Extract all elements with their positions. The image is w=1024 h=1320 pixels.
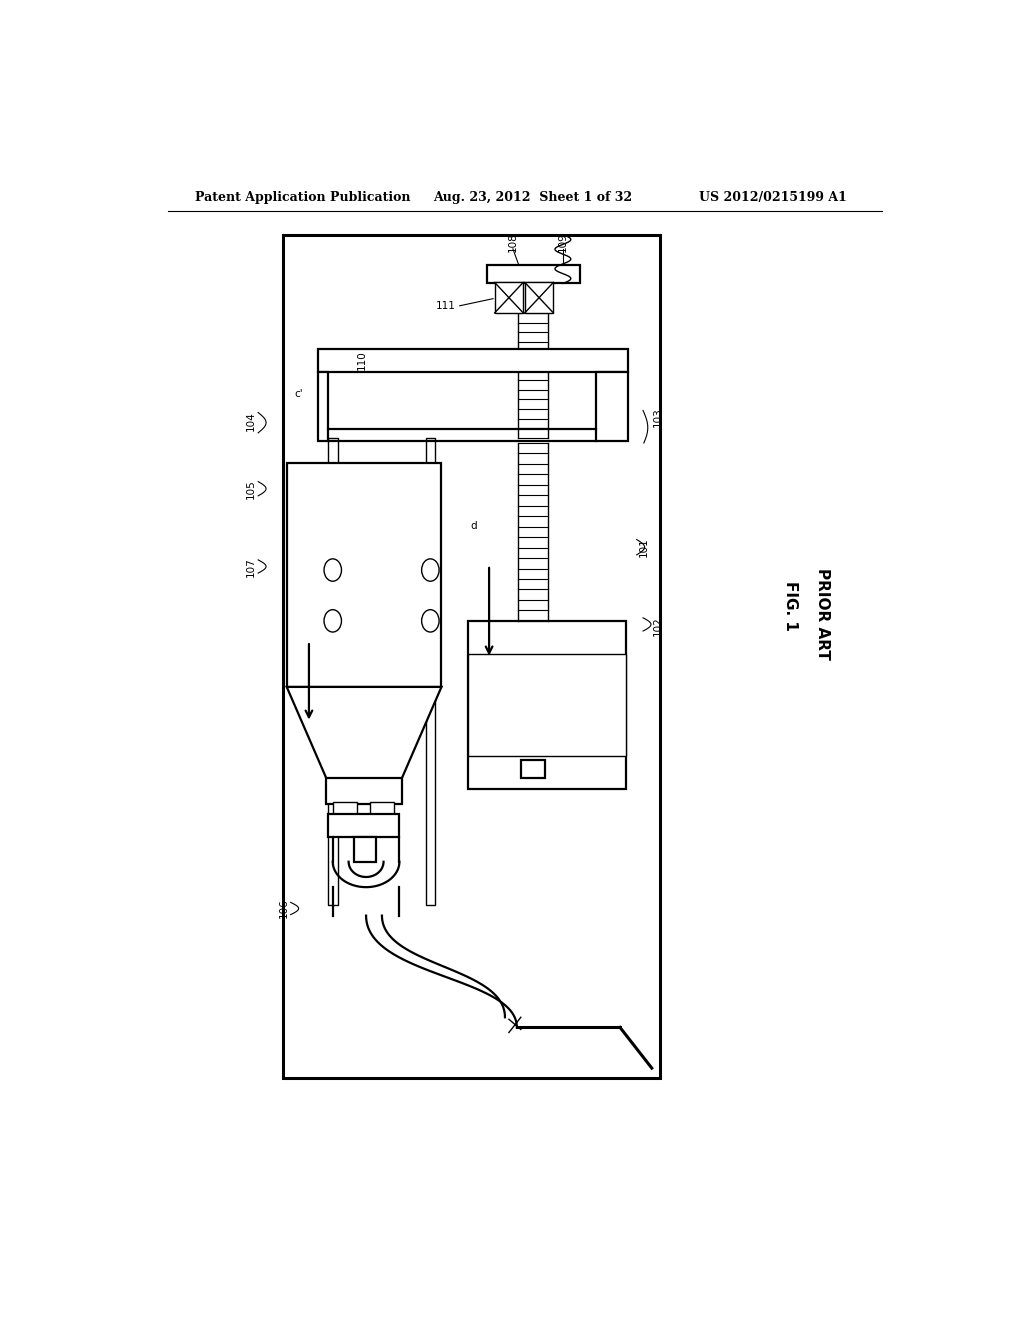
- Bar: [283, 235, 659, 1078]
- Text: Patent Application Publication: Patent Application Publication: [196, 190, 411, 203]
- Bar: [495, 282, 523, 313]
- Bar: [524, 282, 553, 313]
- Text: 104: 104: [246, 411, 256, 430]
- Bar: [370, 801, 394, 814]
- Text: d: d: [470, 521, 476, 532]
- Bar: [354, 837, 376, 862]
- Text: 108: 108: [508, 232, 518, 252]
- Text: 105: 105: [246, 479, 256, 499]
- Text: 109: 109: [558, 232, 568, 252]
- Bar: [287, 463, 441, 686]
- Polygon shape: [327, 779, 401, 804]
- Bar: [596, 372, 628, 441]
- Text: 103: 103: [653, 408, 664, 428]
- Text: 107: 107: [246, 557, 256, 577]
- Bar: [468, 620, 627, 788]
- Text: Aug. 23, 2012  Sheet 1 of 32: Aug. 23, 2012 Sheet 1 of 32: [433, 190, 633, 203]
- Text: 101: 101: [639, 537, 649, 557]
- Text: FIG. 1: FIG. 1: [783, 581, 798, 631]
- Bar: [333, 801, 356, 814]
- Polygon shape: [287, 686, 441, 779]
- Bar: [318, 350, 628, 372]
- Bar: [486, 265, 580, 284]
- Text: US 2012/0215199 A1: US 2012/0215199 A1: [699, 190, 847, 203]
- Text: c': c': [294, 389, 303, 399]
- Bar: [328, 814, 399, 837]
- Text: 106: 106: [279, 899, 289, 919]
- Text: 102: 102: [653, 616, 664, 636]
- Bar: [468, 655, 627, 756]
- Bar: [318, 372, 328, 441]
- Bar: [426, 438, 435, 906]
- Text: 111: 111: [435, 301, 456, 310]
- Text: 110: 110: [357, 350, 368, 370]
- Bar: [521, 760, 545, 779]
- Text: PRIOR ART: PRIOR ART: [815, 568, 829, 660]
- Bar: [328, 438, 338, 906]
